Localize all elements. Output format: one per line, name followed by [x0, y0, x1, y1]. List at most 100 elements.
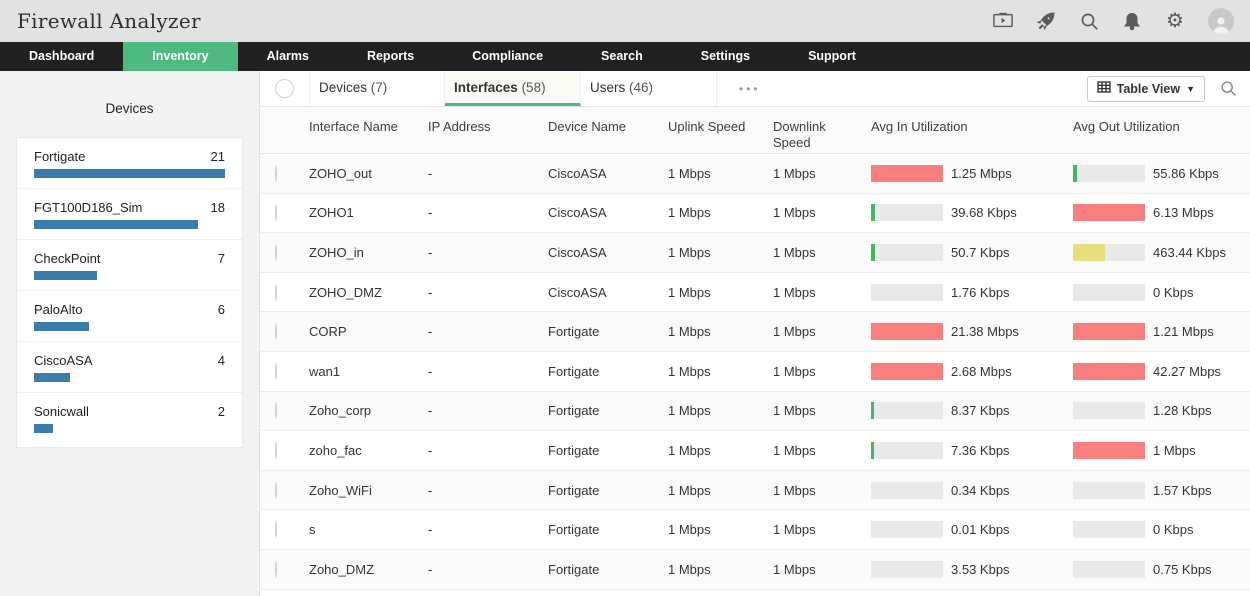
table-row[interactable]: s - Fortigate 1 Mbps 1 Mbps 0.01 Kbps 0 … [260, 510, 1250, 550]
col-avg-in-utilization[interactable]: Avg In Utilization [871, 119, 968, 134]
cell-device-name: Fortigate [548, 561, 600, 577]
table-row[interactable]: CORP - Fortigate 1 Mbps 1 Mbps 21.38 Mbp… [260, 312, 1250, 352]
device-name[interactable]: PaloAlto [34, 302, 83, 317]
presentation-icon[interactable] [993, 11, 1013, 31]
device-name[interactable]: CheckPoint [34, 251, 101, 266]
in-utilization-bar [871, 521, 943, 539]
cell-interface-name[interactable]: ZOHO_out [309, 165, 372, 181]
table-row[interactable]: ZOHO1 - CiscoASA 1 Mbps 1 Mbps 39.68 Kbp… [260, 194, 1250, 234]
cell-avg-out-utilization: 42.27 Mbps [1073, 362, 1250, 380]
cell-avg-out-utilization: 1 Mbps [1073, 441, 1250, 459]
cell-interface-name[interactable]: ZOHO1 [309, 205, 354, 221]
col-interface-name[interactable]: Interface Name [309, 119, 398, 134]
more-tabs-button[interactable]: ••• [739, 82, 761, 96]
cell-ip-address: - [428, 244, 433, 260]
cell-interface-name[interactable]: Zoho_DMZ [309, 561, 375, 577]
device-count: 4 [217, 353, 225, 368]
row-radio[interactable] [275, 164, 277, 182]
tab-interfaces[interactable]: Interfaces (58) [445, 71, 581, 106]
bell-icon[interactable] [1122, 11, 1142, 31]
col-avg-out-utilization[interactable]: Avg Out Utilization [1073, 119, 1180, 134]
in-utilization-bar [871, 283, 943, 301]
row-radio[interactable] [275, 283, 277, 301]
in-utilization-bar [871, 204, 943, 222]
device-summary-item[interactable]: Fortigate 21 [17, 138, 242, 178]
cell-ip-address: - [428, 403, 433, 419]
nav-item-alarms[interactable]: Alarms [266, 49, 309, 63]
table-row[interactable]: wan1 - Fortigate 1 Mbps 1 Mbps 2.68 Mbps… [260, 352, 1250, 392]
device-summary-item[interactable]: PaloAlto 6 [17, 290, 242, 331]
table-row[interactable]: Zoho_DMZ - Fortigate 1 Mbps 1 Mbps 3.53 … [260, 549, 1250, 590]
cell-interface-name[interactable]: s [309, 522, 316, 538]
table-row[interactable]: ZOHO_DMZ - CiscoASA 1 Mbps 1 Mbps 1.76 K… [260, 273, 1250, 313]
nav-item-compliance[interactable]: Compliance [472, 49, 544, 63]
cell-avg-out-utilization: 0.75 Kbps [1073, 560, 1250, 578]
table-view-button[interactable]: Table View ▼ [1086, 75, 1205, 102]
cell-downlink-speed: 1 Mbps [773, 284, 816, 300]
device-name[interactable]: CiscoASA [34, 353, 93, 368]
cell-interface-name[interactable]: ZOHO_in [309, 244, 364, 260]
tab-devices[interactable]: Devices (7) [309, 71, 445, 106]
row-radio[interactable] [275, 441, 277, 459]
cell-interface-name[interactable]: zoho_fac [309, 442, 362, 458]
row-radio[interactable] [275, 402, 277, 420]
nav-item-dashboard[interactable]: Dashboard [29, 49, 95, 63]
cell-downlink-speed: 1 Mbps [773, 324, 816, 340]
table-row[interactable]: Zoho_corp - Fortigate 1 Mbps 1 Mbps 8.37… [260, 391, 1250, 432]
row-radio[interactable] [275, 243, 277, 261]
table-search-icon[interactable] [1220, 80, 1237, 97]
cell-ip-address: - [428, 482, 433, 498]
device-name[interactable]: Sonicwall [34, 404, 89, 419]
tab-users[interactable]: Users (46) [581, 71, 717, 106]
device-summary-item[interactable]: CheckPoint 7 [17, 239, 242, 280]
out-utilization-bar [1073, 402, 1145, 420]
rocket-icon[interactable] [1036, 11, 1056, 31]
out-utilization-bar [1073, 204, 1145, 222]
gear-icon[interactable]: ⚙ [1166, 10, 1184, 32]
row-radio[interactable] [275, 204, 277, 222]
cell-interface-name[interactable]: Zoho_corp [309, 403, 372, 419]
col-downlink-speed[interactable]: Downlink Speed [773, 119, 826, 150]
in-utilization-bar [871, 243, 943, 261]
cell-avg-in-utilization: 3.53 Kbps [871, 560, 1073, 578]
cell-interface-name[interactable]: wan1 [309, 363, 341, 379]
nav-item-settings[interactable]: Settings [700, 49, 751, 63]
row-radio[interactable] [275, 560, 277, 578]
cell-interface-name[interactable]: Zoho_WiFi [309, 482, 372, 498]
nav-item-reports[interactable]: Reports [366, 49, 415, 63]
search-icon[interactable] [1079, 11, 1099, 31]
row-radio[interactable] [275, 481, 277, 499]
select-all-radio[interactable] [275, 79, 294, 98]
cell-ip-address: - [428, 442, 433, 458]
nav-item-search[interactable]: Search [601, 49, 643, 63]
device-count: 21 [210, 149, 225, 164]
device-name[interactable]: FGT100D186_Sim [34, 200, 143, 215]
row-radio[interactable] [275, 323, 277, 341]
col-uplink-speed[interactable]: Uplink Speed [668, 119, 746, 134]
table-row[interactable]: ZOHO_out - CiscoASA 1 Mbps 1 Mbps 1.25 M… [260, 154, 1250, 194]
cell-downlink-speed: 1 Mbps [773, 403, 816, 419]
table-row[interactable]: ZOHO_in - CiscoASA 1 Mbps 1 Mbps 50.7 Kb… [260, 233, 1250, 273]
cell-avg-out-utilization: 1.57 Kbps [1073, 481, 1250, 499]
col-device-name[interactable]: Device Name [548, 119, 627, 134]
cell-uplink-speed: 1 Mbps [668, 205, 711, 221]
user-avatar[interactable] [1208, 8, 1234, 34]
cell-downlink-speed: 1 Mbps [773, 165, 816, 181]
device-summary-item[interactable]: CiscoASA 4 [17, 341, 242, 382]
cell-avg-in-utilization: 8.37 Kbps [871, 402, 1073, 420]
device-summary-item[interactable]: Sonicwall 2 [17, 392, 242, 433]
row-radio[interactable] [275, 521, 277, 539]
grid-view-icon [1096, 81, 1111, 96]
table-row[interactable]: zoho_fac - Fortigate 1 Mbps 1 Mbps 7.36 … [260, 431, 1250, 471]
cell-interface-name[interactable]: CORP [309, 324, 347, 340]
device-name[interactable]: Fortigate [34, 149, 86, 164]
table-row[interactable]: Zoho_WiFi - Fortigate 1 Mbps 1 Mbps 0.34… [260, 470, 1250, 511]
nav-item-inventory[interactable]: Inventory [123, 42, 238, 71]
nav-item-support[interactable]: Support [808, 49, 856, 63]
col-ip-address[interactable]: IP Address [428, 119, 491, 134]
cell-avg-out-utilization: 1.21 Mbps [1073, 323, 1250, 341]
cell-interface-name[interactable]: ZOHO_DMZ [309, 284, 382, 300]
device-summary-item[interactable]: FGT100D186_Sim 18 [17, 188, 242, 229]
cell-avg-out-utilization: 463.44 Kbps [1073, 243, 1250, 261]
row-radio[interactable] [275, 362, 277, 380]
